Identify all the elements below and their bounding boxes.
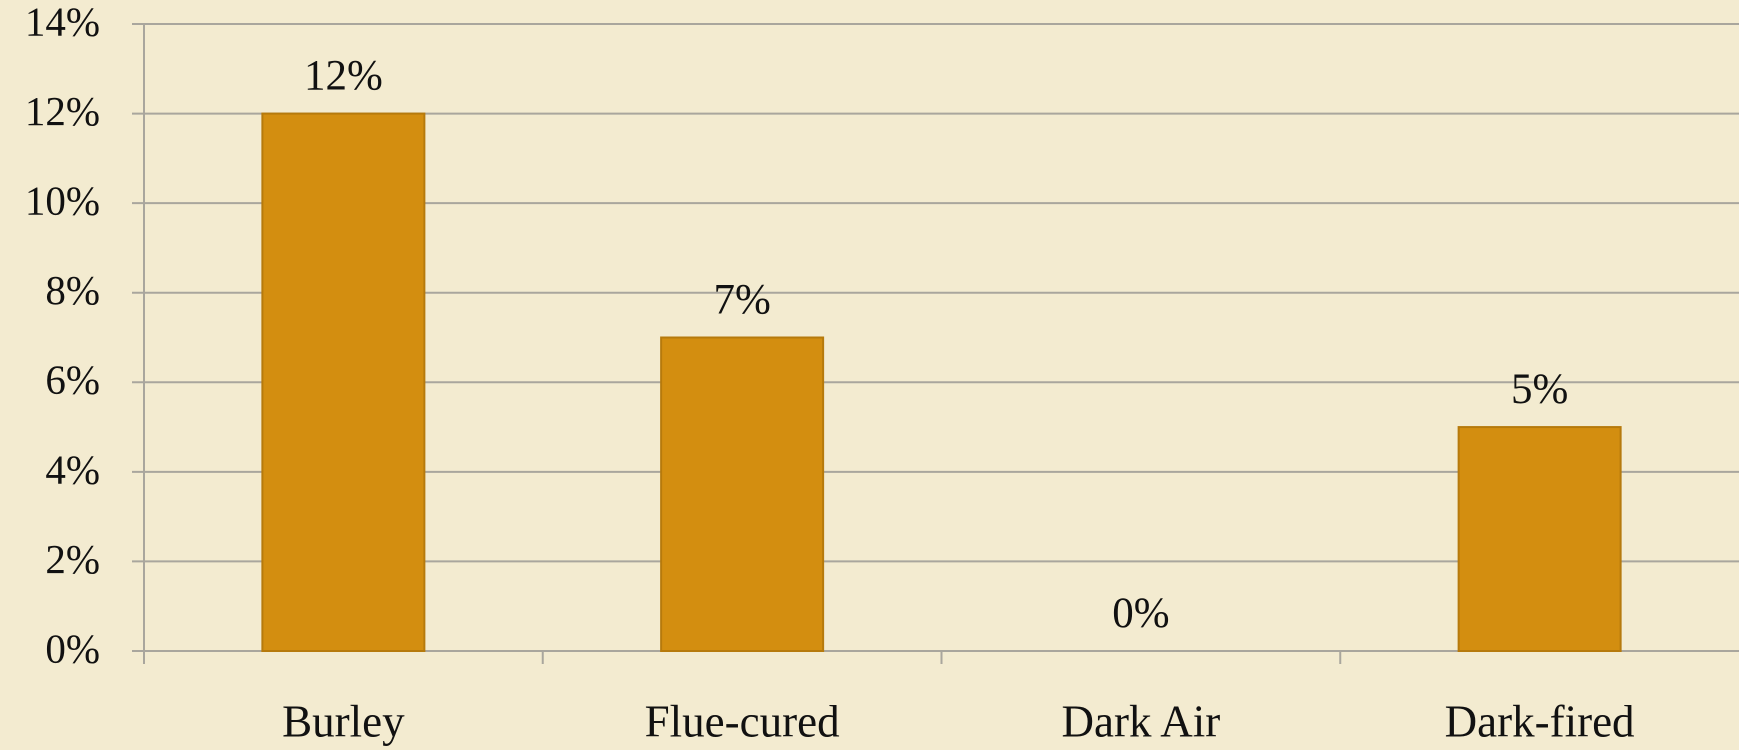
x-tick-label: Dark Air [1062,696,1221,746]
y-tick-label: 8% [45,267,100,313]
x-tick-label: Dark-fired [1445,696,1635,746]
data-label: 0% [1112,590,1169,637]
data-label: 12% [304,52,383,99]
x-tick-label: Burley [282,696,405,746]
y-tick-label: 2% [45,536,100,582]
bar [261,112,426,653]
y-tick-label: 4% [45,446,100,492]
y-tick-label: 0% [45,625,100,671]
x-tick-label: Flue-cured [645,696,840,746]
y-tick-label: 6% [45,357,100,403]
bar [660,336,825,652]
y-tick-label: 10% [25,178,100,224]
data-label: 5% [1511,366,1568,413]
y-tick-label: 12% [25,88,100,134]
y-tick-label: 14% [25,0,100,44]
data-label: 7% [713,276,770,323]
bar [1457,426,1622,653]
